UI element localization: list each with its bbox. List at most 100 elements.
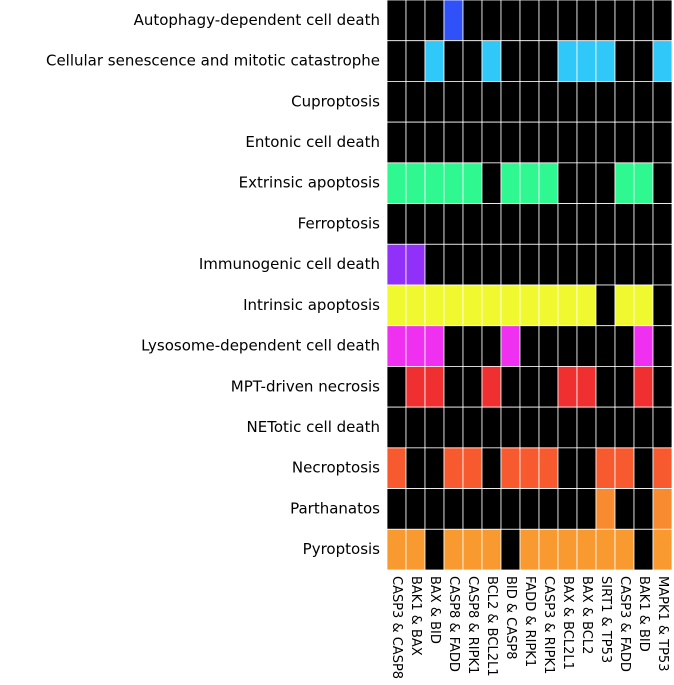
cell <box>405 325 426 367</box>
cell <box>633 447 654 489</box>
row-label: Intrinsic apoptosis <box>243 296 380 314</box>
cell <box>538 40 559 82</box>
cell <box>576 447 597 489</box>
cell <box>405 0 426 42</box>
row-label: Entonic cell death <box>245 133 380 151</box>
cell <box>386 366 407 408</box>
cell <box>652 81 673 123</box>
cell <box>500 0 521 42</box>
cell <box>538 284 559 327</box>
cell <box>576 0 597 42</box>
cell <box>462 162 483 204</box>
cell <box>443 162 464 204</box>
cell <box>500 406 521 449</box>
cell <box>595 243 616 286</box>
cell <box>519 528 540 571</box>
cell <box>500 203 521 245</box>
cell <box>443 121 464 164</box>
cell <box>576 528 597 571</box>
cell <box>443 243 464 286</box>
cell <box>633 162 654 204</box>
cell <box>481 447 502 489</box>
cell <box>424 162 445 204</box>
cell <box>652 447 673 489</box>
cell <box>519 243 540 286</box>
cell <box>519 488 540 530</box>
cell <box>424 366 445 408</box>
cell <box>405 121 426 164</box>
cell <box>652 40 673 82</box>
row-label: Ferroptosis <box>298 214 381 232</box>
cell <box>538 162 559 204</box>
cell <box>462 203 483 245</box>
cell <box>519 40 540 82</box>
row-label: Pyroptosis <box>303 540 380 558</box>
cell <box>462 447 483 489</box>
cell <box>557 40 578 82</box>
cell <box>538 528 559 571</box>
cell <box>633 121 654 164</box>
cell <box>538 488 559 530</box>
cell <box>500 284 521 327</box>
row-label: NETotic cell death <box>247 418 380 436</box>
cell <box>557 0 578 42</box>
row-label: Necroptosis <box>292 459 380 477</box>
cell <box>557 81 578 123</box>
row-label: MPT-driven necrosis <box>231 377 380 395</box>
cell <box>443 488 464 530</box>
cell <box>519 0 540 42</box>
x-tick-label: CASP3 & FADD <box>617 576 632 672</box>
cell <box>576 406 597 449</box>
cell <box>557 406 578 449</box>
cell <box>462 0 483 42</box>
cell <box>557 528 578 571</box>
cell <box>538 203 559 245</box>
cell <box>481 284 502 327</box>
x-tick-label: FADD & RIPK1 <box>522 576 537 667</box>
cell <box>576 366 597 408</box>
cell <box>386 40 407 82</box>
cell <box>386 406 407 449</box>
cell <box>386 81 407 123</box>
cell <box>424 121 445 164</box>
cell <box>424 81 445 123</box>
cell <box>405 284 426 327</box>
cell <box>595 81 616 123</box>
cell <box>614 488 635 530</box>
cell <box>481 0 502 42</box>
cell <box>386 488 407 530</box>
cell <box>538 447 559 489</box>
cell <box>614 40 635 82</box>
cell <box>424 284 445 327</box>
cell <box>576 203 597 245</box>
cell <box>386 121 407 164</box>
cell <box>652 121 673 164</box>
x-tick-label: CASP8 & RIPK1 <box>465 576 480 674</box>
cell <box>595 366 616 408</box>
cell <box>481 121 502 164</box>
cell <box>614 243 635 286</box>
cell <box>614 325 635 367</box>
cell <box>424 203 445 245</box>
cell <box>443 81 464 123</box>
cell <box>405 488 426 530</box>
row-label: Autophagy-dependent cell death <box>134 11 380 29</box>
cell <box>481 81 502 123</box>
cell <box>443 447 464 489</box>
cell <box>386 528 407 571</box>
cell <box>614 528 635 571</box>
cell <box>633 40 654 82</box>
cell <box>633 81 654 123</box>
cell <box>462 284 483 327</box>
cell <box>614 81 635 123</box>
cell <box>614 121 635 164</box>
cell <box>500 447 521 489</box>
cell <box>386 162 407 204</box>
cell <box>538 366 559 408</box>
cell <box>614 203 635 245</box>
cell <box>481 406 502 449</box>
cell <box>443 203 464 245</box>
x-tick-label: MAPK1 & TP53 <box>655 576 670 671</box>
x-tick-label: BAX & BCL2 <box>579 576 594 654</box>
cell <box>386 0 407 42</box>
